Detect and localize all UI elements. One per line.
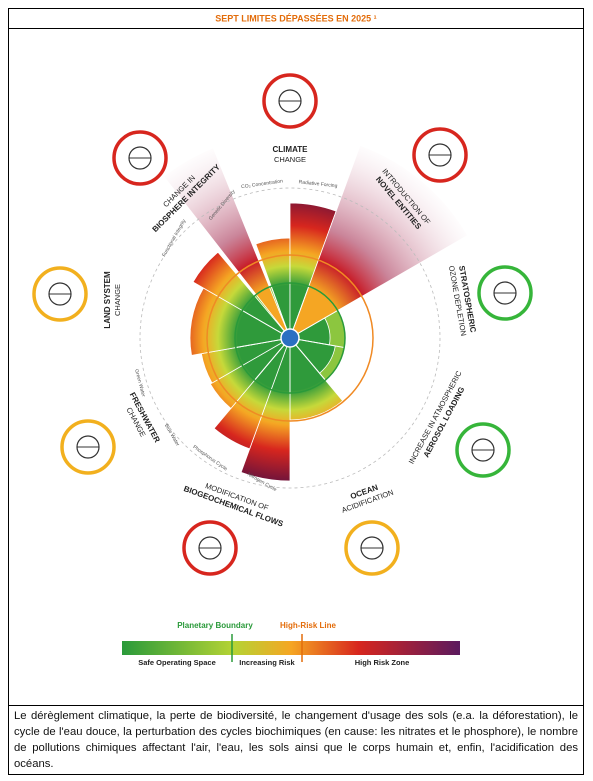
label: CLIMATE [273, 145, 309, 154]
label: CHANGE [274, 155, 306, 164]
legend: Planetary Boundary High-Risk Line Safe O… [122, 621, 460, 667]
label: LAND SYSTEM [103, 271, 112, 329]
frame [8, 8, 584, 775]
wedge [289, 144, 469, 339]
wedge [192, 251, 291, 339]
title: SEPT LIMITES DÉPASSÉES EN 2025 ¹ [215, 13, 376, 23]
diagram [32, 73, 533, 576]
boundary-ring [234, 282, 346, 394]
outer-ring [139, 187, 441, 489]
legend-label: Planetary Boundary [177, 621, 253, 630]
high-risk-ring [206, 254, 374, 422]
sub-label: Blue Water [163, 423, 181, 448]
wedge [163, 147, 291, 339]
label: CHANGE [113, 284, 122, 316]
legend-label: High Risk Zone [355, 658, 410, 667]
sub-label: Phosphorus Cycle [191, 444, 228, 472]
wedge [209, 337, 291, 410]
globe [280, 328, 300, 348]
sub-label: Radiative Forcing [298, 179, 338, 189]
label: INCREASE IN ATMOSPHERIC [407, 369, 464, 466]
wedge [240, 337, 291, 482]
legend-label: High-Risk Line [280, 621, 337, 630]
wedge [189, 287, 292, 356]
caption: Le dérèglement climatique, la perte de b… [14, 710, 578, 770]
legend-label: Increasing Risk [239, 658, 295, 667]
legend-label: Safe Operating Space [138, 658, 216, 667]
legend-bar [122, 641, 460, 655]
wedge [213, 337, 291, 450]
sub-label: CO₂ Concentration [241, 178, 284, 190]
